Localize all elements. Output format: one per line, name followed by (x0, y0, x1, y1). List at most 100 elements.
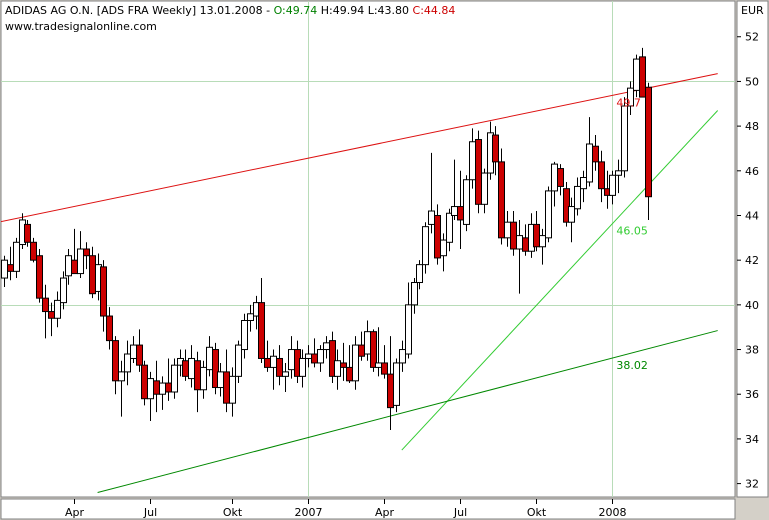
candle-body (48, 311, 55, 319)
candle-body (434, 214, 441, 259)
candle-17 (100, 260, 107, 332)
candle-body (381, 362, 388, 375)
x-axis: Apr Jul Okt 2007 Apr Jul Okt 2008 (65, 499, 627, 519)
candle-body (188, 357, 195, 380)
candle-body (370, 331, 377, 368)
candle-body (358, 344, 365, 357)
candle-body (7, 264, 14, 272)
candle-104 (609, 170, 616, 205)
candle-body (159, 382, 166, 395)
candle-body (346, 366, 353, 382)
candle-74 (434, 204, 441, 265)
y-tick-label: 40 (745, 299, 759, 312)
candle-body (451, 206, 458, 216)
y-tick-label: 52 (745, 31, 759, 44)
candle-body (71, 259, 78, 275)
candle-body (364, 331, 371, 355)
y-tick-label: 48 (745, 120, 759, 133)
candle-9 (54, 291, 61, 328)
candle-40 (235, 340, 242, 384)
candle-108 (633, 54, 640, 98)
trend-line-2 (97, 330, 718, 494)
candle-69 (405, 282, 412, 359)
candle-body (457, 206, 464, 221)
candle-71 (416, 260, 423, 290)
x-tick-label: Apr (65, 506, 85, 519)
y-axis-panel (736, 0, 769, 498)
candle-85 (498, 148, 505, 245)
candle-body (574, 185, 581, 210)
candle-body (627, 87, 634, 107)
candle-body (522, 237, 529, 252)
candle-body (60, 277, 67, 304)
candle-92 (539, 228, 546, 265)
y-axis: 32 34 36 38 40 42 44 46 48 50 52 (737, 31, 759, 491)
candle-body (100, 266, 107, 317)
candle-body (504, 221, 511, 239)
candle-body (469, 141, 476, 181)
candle-body (124, 353, 131, 373)
candles (1, 47, 652, 430)
candle-body (194, 360, 201, 391)
candle-14 (83, 242, 90, 270)
candle-39 (229, 367, 236, 417)
candle-body (1, 259, 8, 279)
candle-110 (645, 82, 652, 220)
candle-body (258, 302, 265, 359)
candle-29 (171, 358, 178, 399)
trend-lines (1, 73, 719, 494)
candle-81 (475, 130, 482, 214)
website-label: www.tradesignalonline.com (5, 20, 157, 33)
candle-body (475, 139, 482, 205)
candle-body (136, 344, 143, 366)
candle-body (633, 58, 640, 91)
x-tick-label: Okt (223, 506, 243, 519)
candle-body (171, 364, 178, 393)
candle-65 (381, 345, 388, 379)
candle-body (282, 371, 289, 377)
candle-7 (42, 284, 49, 339)
candle-body (241, 319, 248, 351)
candle-6 (36, 249, 43, 303)
candle-body (639, 56, 646, 98)
candle-19 (112, 336, 119, 395)
candle-body (405, 304, 412, 355)
candle-body (352, 344, 359, 382)
candle-body (387, 373, 394, 409)
candle-body (446, 212, 453, 243)
candle-60 (352, 336, 359, 390)
candle-98 (574, 177, 581, 216)
candle-body (206, 346, 213, 371)
candle-100 (586, 117, 593, 187)
chart-header: ADIDAS AG O.N. [ADS FRA Weekly] 13.01.20… (5, 4, 455, 17)
candle-body (621, 105, 628, 172)
candle-10 (60, 271, 67, 310)
x-tick-label: Apr (375, 506, 395, 519)
candle-13 (77, 231, 84, 279)
candle-body (118, 371, 125, 382)
candle-76 (446, 208, 453, 252)
candle-body (317, 349, 324, 364)
trend-line-label-0: 49.7 (616, 96, 641, 109)
candle-body (305, 353, 312, 359)
trend-line-0 (1, 73, 718, 223)
candle-body (223, 371, 230, 404)
candle-body (340, 362, 347, 368)
x-tick-label: Okt (527, 506, 547, 519)
candle-body (30, 241, 37, 261)
candle-body (598, 161, 605, 190)
candle-102 (598, 150, 605, 203)
candle-body (329, 340, 336, 377)
candle-body (498, 161, 505, 239)
candle-body (481, 172, 488, 205)
trend-line-1 (401, 110, 719, 451)
candle-body (247, 313, 254, 321)
candle-body (592, 145, 599, 163)
candle-body (563, 188, 570, 223)
candle-body (153, 380, 160, 395)
candle-54 (317, 345, 324, 372)
header-high: H:49.94 (317, 4, 364, 17)
candle-84 (492, 126, 499, 176)
